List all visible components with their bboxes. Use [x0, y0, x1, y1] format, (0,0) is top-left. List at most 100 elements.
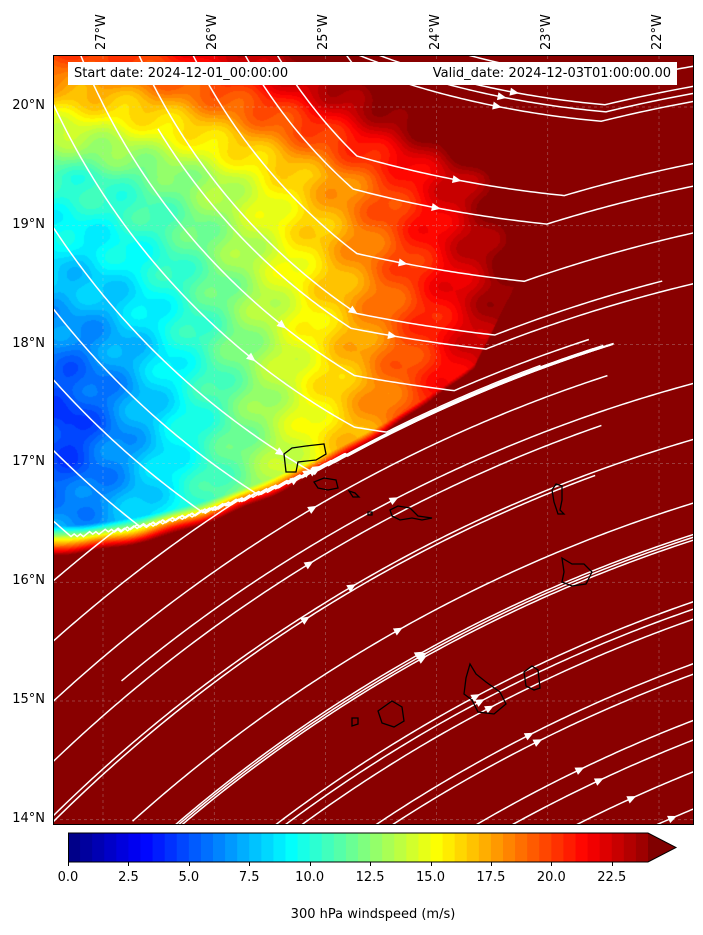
streamline — [392, 673, 693, 824]
streamline-arrow-icon — [310, 467, 321, 476]
colorbar-bin — [200, 833, 214, 862]
streamline-arrow-icon — [523, 732, 534, 741]
island-outline — [551, 483, 566, 515]
streamline — [301, 618, 693, 824]
colorbar-bin — [539, 833, 552, 862]
streamline — [121, 382, 693, 682]
colorbar-tick-label: 15.0 — [416, 870, 445, 885]
lat-tick-label: 20°N — [12, 98, 45, 113]
colorbar-tick — [249, 862, 251, 866]
colorbar-tick — [68, 862, 69, 866]
colorbar-bin — [345, 833, 359, 862]
colorbar-bin — [418, 833, 431, 862]
map-overlay — [54, 56, 693, 824]
colorbar-bin — [68, 833, 81, 862]
colorbar-bin — [297, 833, 311, 862]
colorbar-bin — [128, 833, 141, 862]
colorbar-bin — [599, 833, 613, 862]
colorbar-bin — [80, 833, 93, 862]
streamline-arrow-icon — [484, 705, 494, 714]
colorbar-tick — [551, 862, 553, 866]
colorbar-bin — [442, 833, 456, 862]
streamline-arrow-icon — [246, 352, 256, 362]
island-outline — [351, 717, 359, 727]
colorbar-bin — [273, 833, 286, 862]
colorbar-bin — [454, 833, 468, 862]
colorbar-bin — [309, 833, 323, 862]
colorbar-bin — [515, 833, 528, 862]
streamline — [175, 533, 693, 824]
lat-tick-label: 17°N — [12, 454, 45, 470]
colorbar-outline — [68, 832, 678, 863]
island-outline — [313, 477, 339, 491]
island-outline — [389, 505, 433, 521]
colorbar-bin — [478, 833, 492, 862]
streamline-arrow-icon — [307, 505, 317, 514]
streamline-arrow-icon — [492, 101, 502, 110]
colorbar-tick-label: 10.0 — [295, 870, 325, 885]
streamline-arrow-icon — [451, 175, 462, 184]
start-date-label: Start date: 2024-12-01_00:00:00 — [74, 66, 289, 81]
colorbar-tick — [188, 862, 190, 866]
streamline-arrow-icon — [470, 694, 481, 702]
streamline-arrow-icon — [388, 497, 399, 505]
date-info-box: Start date: 2024-12-01_00:00:00 Valid_da… — [68, 62, 677, 85]
valid-date-label: Valid_date: 2024-12-03T01:00:00.00 — [432, 66, 671, 81]
colorbar-bin — [285, 833, 299, 862]
lon-tick-label: 27°W — [94, 14, 109, 50]
colorbar-tick-label: 7.5 — [238, 870, 260, 885]
colorbar-bin — [92, 833, 105, 862]
streamline-arrow-icon — [274, 447, 285, 456]
colorbar-bin — [321, 833, 335, 862]
streamline-arrow-icon — [392, 627, 403, 636]
colorbar-tick-label: 5.0 — [178, 870, 200, 885]
colorbar-bin — [490, 833, 504, 862]
colorbar-tick — [370, 862, 372, 866]
streamline-arrow-icon — [300, 616, 310, 625]
streamline — [475, 719, 693, 824]
streamline-arrow-icon — [626, 796, 637, 804]
lat-tick-label: 16°N — [12, 573, 45, 589]
lat-tick-label: 14°N — [12, 810, 45, 826]
colorbar-bin — [394, 833, 407, 862]
streamline-arrow-icon — [474, 699, 485, 707]
colorbar-bin — [503, 833, 516, 862]
colorbar-bin — [382, 833, 395, 862]
lon-tick-label: 25°W — [316, 14, 332, 50]
colorbar-tick — [309, 862, 311, 866]
lon-tick-label: 24°W — [427, 14, 443, 50]
colorbar-tick-label: 22.5 — [597, 870, 627, 885]
streamline — [80, 56, 590, 392]
colorbar-bin — [237, 833, 250, 862]
colorbar-tick — [611, 862, 613, 866]
colorbar-bin — [152, 833, 166, 862]
streamline-arrow-icon — [431, 203, 441, 211]
colorbar-bin — [406, 833, 419, 862]
lat-tick-label: 19°N — [12, 216, 45, 232]
streamline-arrow-icon — [509, 87, 520, 96]
colorbar-tick — [128, 862, 130, 866]
lon-tick-label: 22°W — [650, 14, 665, 50]
colorbar-bin — [116, 833, 129, 862]
lat-tick-label: 18°N — [12, 335, 45, 351]
colorbar-bin — [140, 833, 154, 862]
island-outline — [463, 662, 507, 715]
colorbar-bin — [527, 833, 540, 862]
streamline-arrow-icon — [346, 584, 357, 593]
colorbar-bin — [176, 833, 190, 862]
colorbar-bin — [575, 833, 589, 862]
streamline-arrow-icon — [303, 561, 314, 570]
streamline-arrow-icon — [387, 331, 397, 340]
lat-tick-label: 15°N — [12, 692, 45, 707]
streamline — [157, 128, 693, 350]
colorbar-tick-label: 20.0 — [536, 870, 566, 885]
streamline-arrow-icon — [667, 815, 677, 824]
island-outline — [377, 700, 405, 728]
colorbar-bin — [249, 833, 262, 862]
streamline-arrow-icon — [416, 655, 427, 664]
colorbar-bin — [466, 833, 480, 862]
map-panel — [53, 55, 694, 825]
colorbar-bin — [104, 833, 117, 862]
island-outline — [561, 556, 593, 587]
streamline — [54, 344, 604, 514]
